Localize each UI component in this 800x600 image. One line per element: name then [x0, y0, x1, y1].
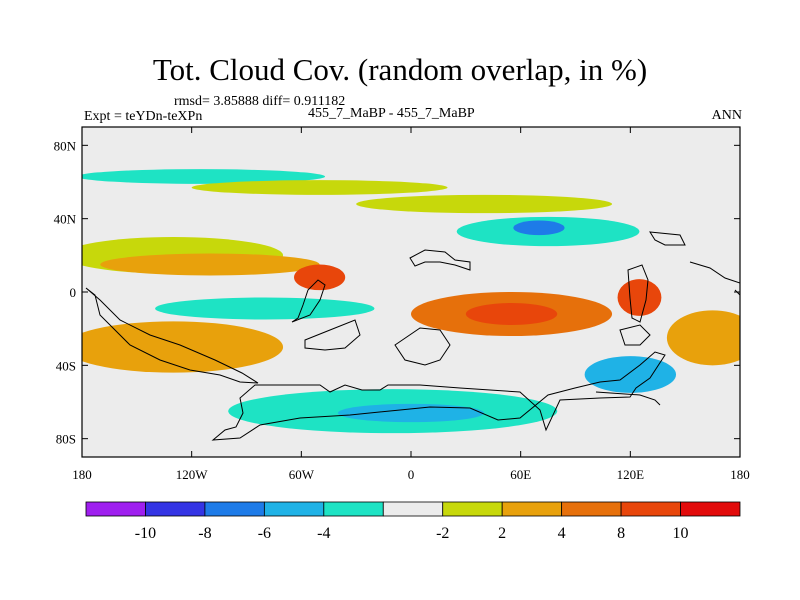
- x-axis: 180 120W 60W 0 60E 120E 180: [72, 127, 750, 482]
- anomaly-region-east-pacific-south: [666, 310, 740, 366]
- y-tick-label: 40S: [56, 358, 76, 373]
- y-tick-label: 80N: [54, 138, 77, 153]
- x-tick-label: 180: [72, 467, 92, 482]
- x-tick-label: 180: [730, 467, 750, 482]
- coastline-maritime: [627, 264, 649, 323]
- coastline-pacific-south: [595, 391, 661, 406]
- case-comparison-label: 455_7_MaBP - 455_7_MaBP: [308, 106, 475, 121]
- colorbar-label: -8: [198, 525, 211, 542]
- anomaly-region-central-america-max: [294, 264, 346, 291]
- anomaly-region-maritime-continent-max: [617, 279, 662, 316]
- x-tick-label: 60E: [510, 467, 531, 482]
- colorbar-label: 4: [558, 525, 566, 542]
- x-tick-label: 60W: [289, 467, 315, 482]
- x-tick-label: 120E: [617, 467, 645, 482]
- coastline-east-asia: [649, 231, 686, 246]
- colorbar-label: 2: [498, 525, 506, 542]
- coastline-madagascar: [394, 327, 451, 366]
- anomaly-region-equatorial-pacific-orange: [100, 253, 320, 276]
- stats-text: rmsd= 3.85888 diff= 0.911182: [174, 94, 346, 109]
- anomaly-region-north-pacific-60n: [82, 169, 326, 184]
- colorbar-swatch: [620, 501, 681, 517]
- coastline-australia-west: [619, 324, 651, 346]
- coastline-south-america: [85, 287, 259, 384]
- colorbar-swatch: [145, 501, 206, 517]
- colorbar-label: 8: [617, 525, 625, 542]
- coastline-africa-south: [304, 319, 361, 351]
- colorbar-label: -6: [258, 525, 271, 542]
- colorbar-swatch: [85, 501, 146, 517]
- anomaly-region-south-america-band: [155, 297, 375, 320]
- colorbar-swatch: [561, 501, 622, 517]
- experiment-label: Expt = teYDn-teXPn: [84, 109, 203, 124]
- colorbar-label: -4: [317, 525, 330, 542]
- map-title: Tot. Cloud Cov. (random overlap, in %): [152, 52, 648, 87]
- colorbar-swatch: [442, 501, 503, 517]
- colorbar-swatch: [323, 501, 384, 517]
- anomaly-region-north-atlantic-45n: [356, 194, 613, 214]
- coastline-antarctica: [211, 351, 666, 441]
- colorbar-swatch: [382, 501, 444, 517]
- anomaly-region-north-band-50n: [191, 180, 448, 195]
- y-tick-label: 0: [70, 285, 77, 300]
- colorbar-label: 10: [673, 525, 689, 542]
- season-label: ANN: [711, 108, 742, 123]
- anomaly-region-australia-south: [584, 356, 677, 393]
- colorbar-swatch: [680, 501, 741, 517]
- colorbar-label: -10: [135, 525, 156, 542]
- x-tick-label: 0: [408, 467, 415, 482]
- anomaly-region-indian-ocean-core: [465, 303, 558, 325]
- y-tick-label: 40N: [54, 212, 77, 227]
- y-tick-label: 80S: [56, 432, 76, 447]
- anomaly-region-south-pacific-band: [82, 321, 284, 373]
- colorbar-swatch: [204, 501, 265, 517]
- coastline-africa: [291, 279, 326, 323]
- anomaly-region-southern-ocean-core: [337, 403, 485, 423]
- colorbar-swatch: [501, 501, 563, 517]
- colorbar-label: -2: [436, 525, 449, 542]
- anomaly-region-n-band-blue-core: [513, 220, 565, 236]
- coastline-asia-north: [409, 249, 471, 271]
- anomaly-field: [82, 169, 740, 434]
- x-tick-label: 120W: [176, 467, 209, 482]
- colorbar: -10 -8 -6 -4 -2 2 4 8 10: [85, 501, 741, 542]
- colorbar-swatch: [263, 501, 325, 517]
- y-axis: 80N 40N 0 40S 80S: [54, 138, 740, 447]
